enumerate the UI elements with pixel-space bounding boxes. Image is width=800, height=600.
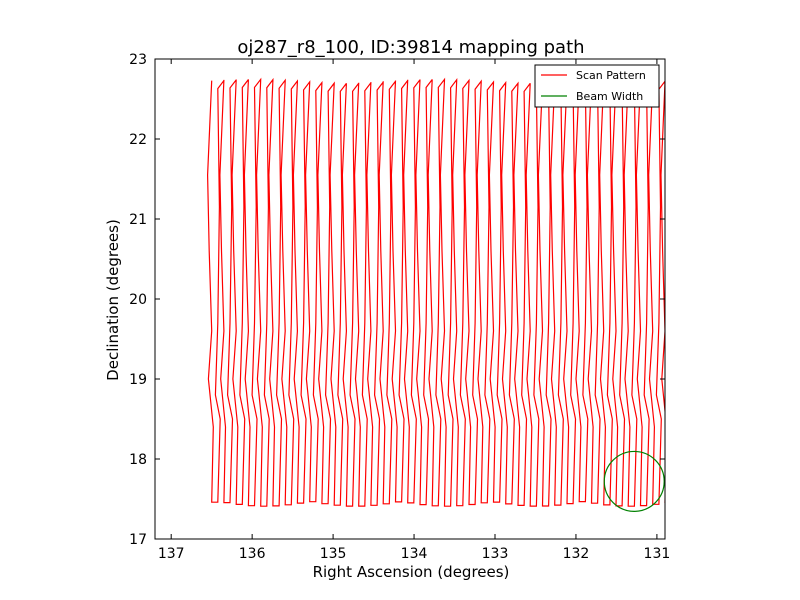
legend: Scan Pattern Beam Width [534,64,660,108]
beam-width-circle [603,450,665,512]
x-tick-label: 137 [158,546,185,562]
legend-label-beam-width: Beam Width [576,90,643,103]
y-tick-label: 20 [129,292,147,308]
x-axis-label: Right Ascension (degrees) [313,563,510,581]
y-tick-label: 18 [129,452,147,468]
x-tick-label: 134 [401,546,428,562]
x-tick-label: 132 [563,546,590,562]
y-axis-label: Declination (degrees) [104,219,122,381]
y-tick-label: 21 [129,212,147,228]
legend-box [534,64,660,108]
y-tick-label: 17 [129,532,147,548]
x-tick-label: 135 [320,546,347,562]
legend-label-scan-pattern: Scan Pattern [576,69,646,82]
y-tick-label: 22 [129,132,147,148]
x-tick-label: 133 [482,546,509,562]
scan-pattern-line [206,77,665,507]
plot-area: 137 136 135 134 133 132 131 17 18 19 20 21 22 23 [129,52,671,562]
x-tick-label: 136 [239,546,266,562]
y-tick-label: 23 [129,52,147,68]
x-tick-label: 131 [644,546,671,562]
y-tick-label: 19 [129,372,147,388]
chart-title: oj287_r8_100, ID:39814 mapping path [237,37,584,58]
